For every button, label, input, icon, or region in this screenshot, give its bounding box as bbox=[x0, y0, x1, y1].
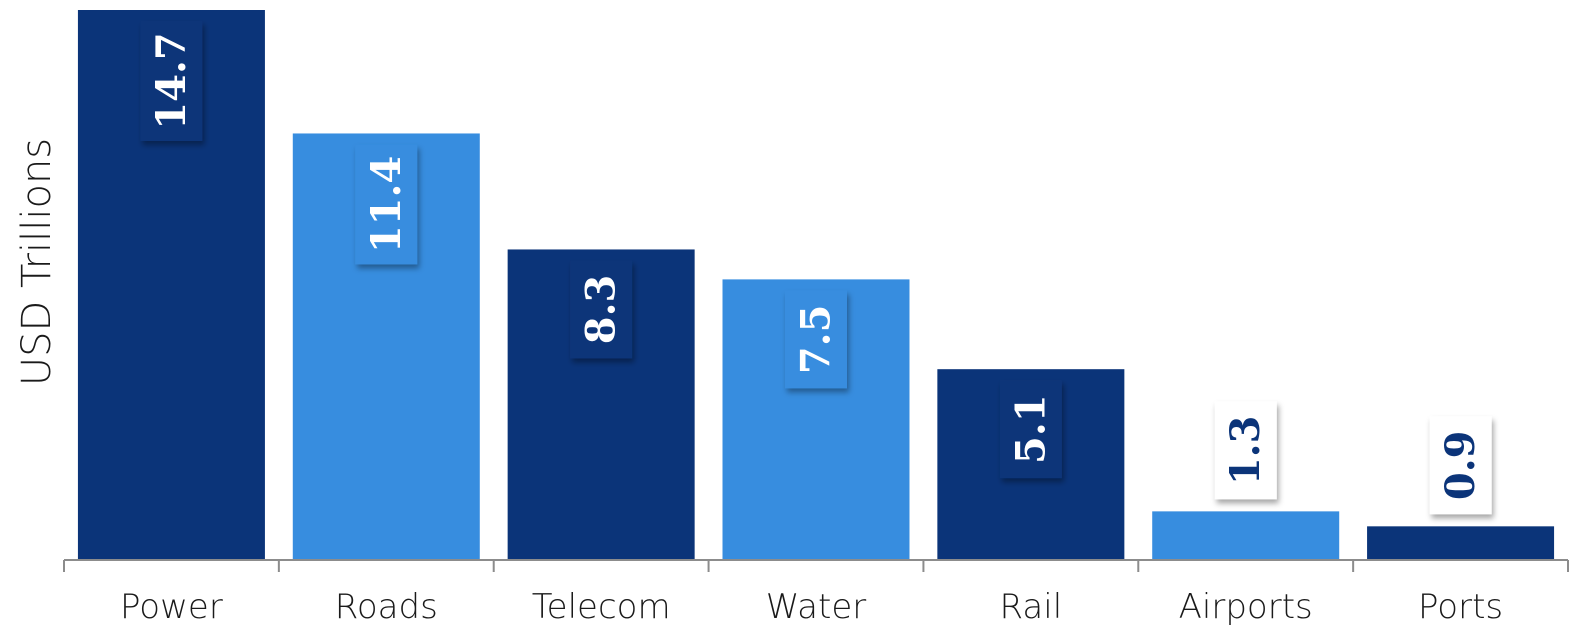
bar-ports bbox=[1367, 526, 1555, 560]
x-tick-label-rail: Rail bbox=[1000, 587, 1063, 627]
data-label-text: 7.5 bbox=[793, 305, 840, 375]
x-tick-label-airports: Airports bbox=[1179, 587, 1313, 627]
y-axis-title-group: USD Trillions bbox=[14, 138, 60, 386]
x-tick-labels-layer: Power Roads Telecom Water Rail Airports Ports bbox=[120, 587, 1503, 627]
data-label-text: 0.9 bbox=[1437, 431, 1484, 501]
data-label-text: 11.4 bbox=[363, 156, 410, 253]
x-tick-label-telecom: Telecom bbox=[532, 587, 671, 627]
data-label-text: 5.1 bbox=[1007, 394, 1054, 464]
data-label-telecom: 8.3 bbox=[570, 260, 633, 359]
x-tick-label-roads: Roads bbox=[335, 587, 438, 627]
y-axis-title: USD Trillions bbox=[14, 138, 60, 386]
data-labels-layer: 14.7 11.4 8.3 7.5 5.1 1.3 0.9 bbox=[140, 21, 1492, 515]
data-label-ports: 0.9 bbox=[1429, 416, 1492, 515]
data-label-airports: 1.3 bbox=[1214, 401, 1277, 500]
data-label-text: 14.7 bbox=[148, 32, 195, 129]
data-label-box bbox=[999, 380, 1062, 479]
data-label-rail: 5.1 bbox=[999, 380, 1062, 479]
data-label-box bbox=[785, 290, 847, 389]
data-label-box bbox=[355, 144, 418, 265]
x-tick-label-power: Power bbox=[120, 587, 223, 627]
bar-airports bbox=[1152, 511, 1340, 560]
data-label-power: 14.7 bbox=[140, 21, 203, 141]
x-tick-label-ports: Ports bbox=[1418, 587, 1503, 627]
data-label-roads: 11.4 bbox=[355, 144, 418, 265]
data-label-water: 7.5 bbox=[785, 290, 847, 389]
data-label-text: 8.3 bbox=[578, 275, 625, 345]
data-label-box bbox=[1429, 416, 1492, 515]
x-tick-label-water: Water bbox=[766, 587, 867, 627]
x-axis bbox=[63, 559, 1569, 572]
data-label-box bbox=[570, 260, 633, 359]
bars-layer bbox=[77, 10, 1555, 560]
data-label-box bbox=[1214, 401, 1277, 500]
data-label-box bbox=[140, 21, 203, 141]
data-label-text: 1.3 bbox=[1222, 416, 1269, 486]
